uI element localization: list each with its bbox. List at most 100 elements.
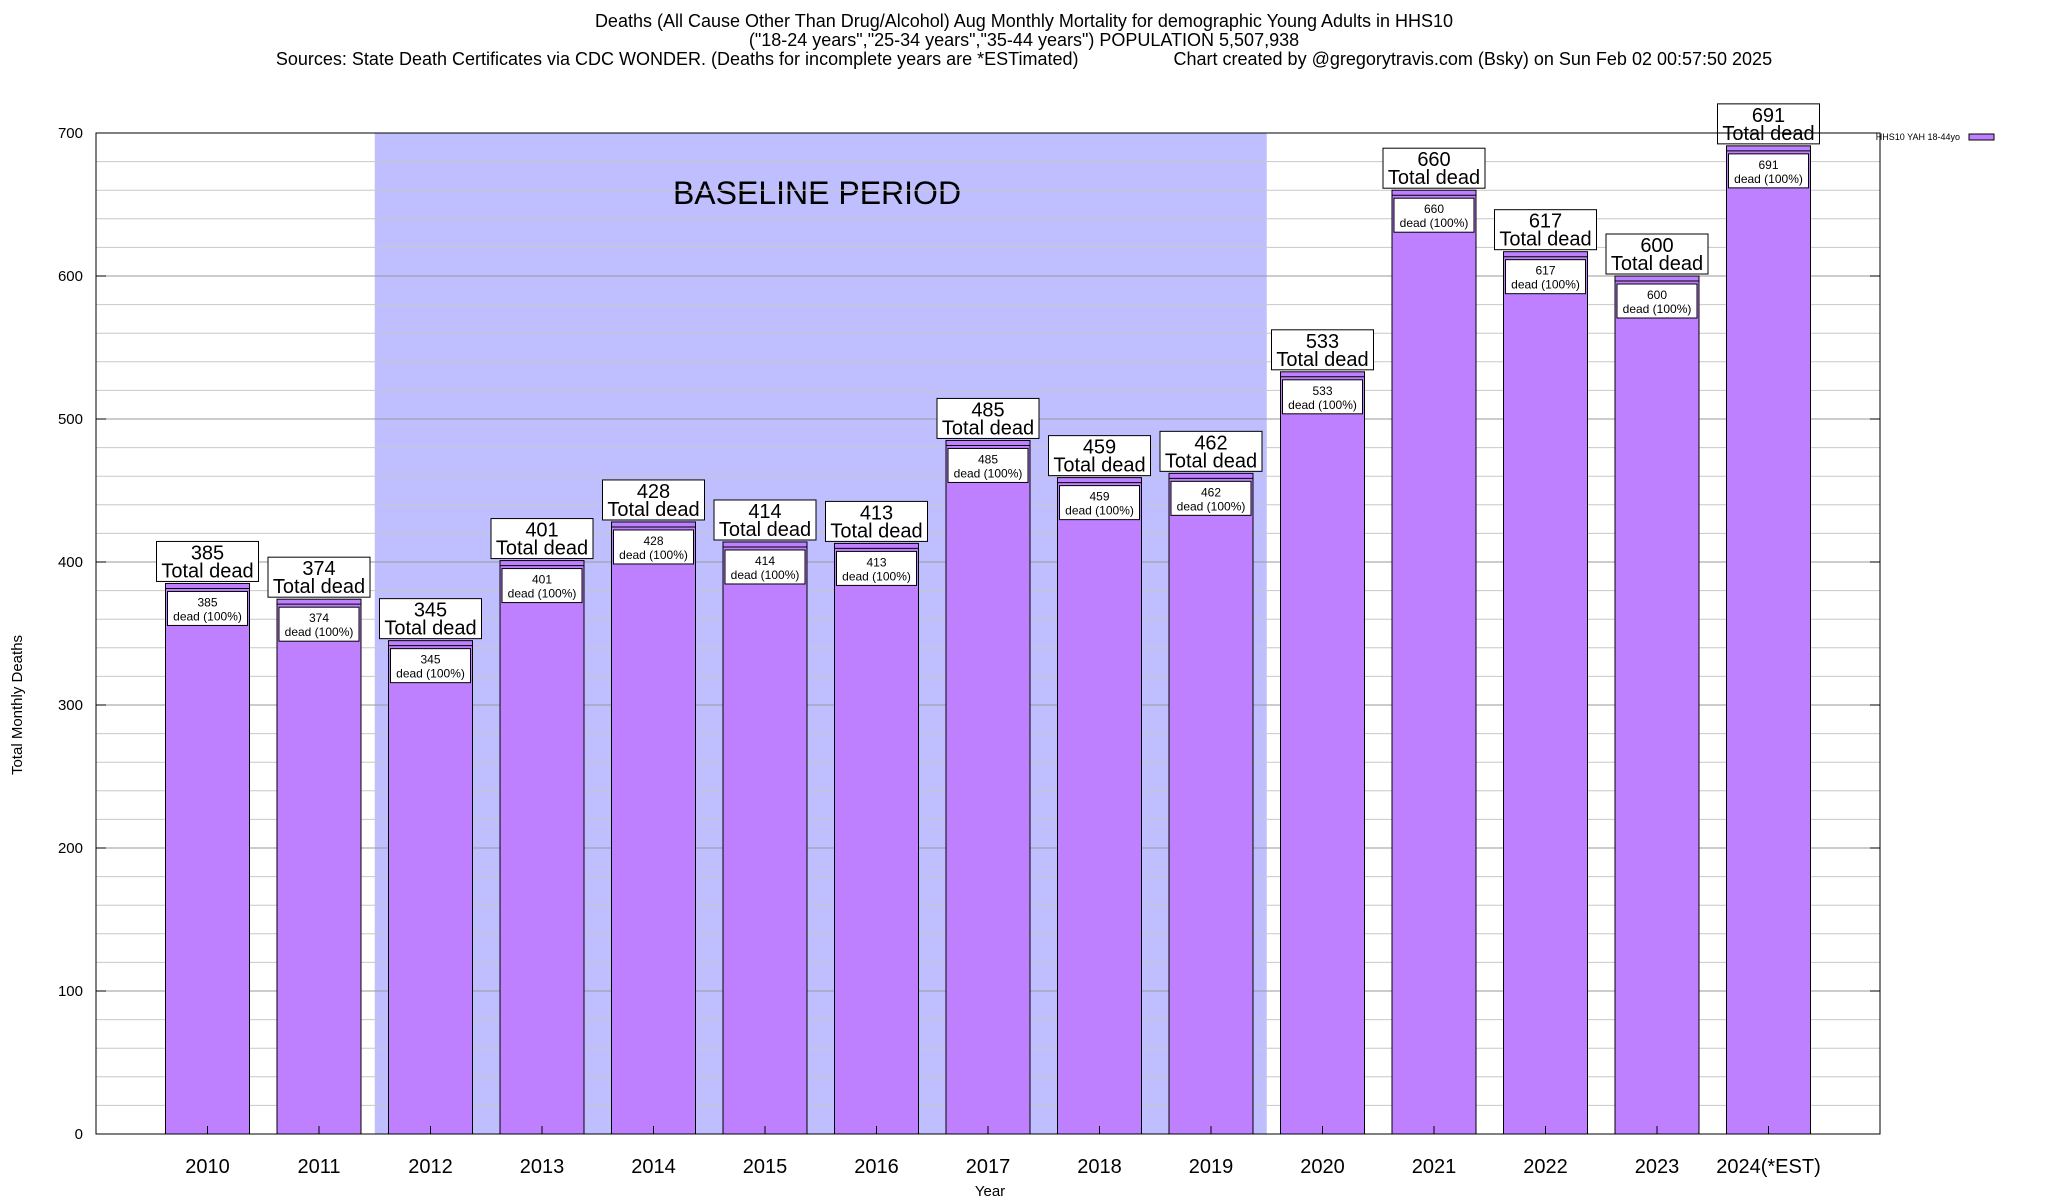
top-label-box (267, 556, 371, 598)
bar (1391, 189, 1477, 1135)
top-label-box (490, 518, 594, 560)
x-tick-label: 2012 (408, 1156, 453, 1178)
top-label-value: 533 (1306, 331, 1339, 353)
y-tick-label: 500 (58, 411, 83, 428)
inner-label-text: dead (100%) (173, 609, 242, 623)
inner-label-text: dead (100%) (508, 587, 577, 601)
bar (388, 640, 473, 1135)
title-line-2: ("18-24 years","25-34 years","35-44 year… (748, 30, 1300, 50)
inner-label-box (1728, 153, 1809, 189)
inner-label-text: dead (100%) (285, 625, 354, 639)
y-tick-label: 600 (58, 268, 83, 285)
top-label-value: 374 (302, 558, 335, 580)
x-tick-label: 2016 (854, 1156, 899, 1178)
top-label-value: 385 (191, 542, 224, 564)
inner-label-value: 385 (197, 595, 217, 609)
inner-label-text: dead (100%) (954, 466, 1023, 480)
inner-label-text: dead (100%) (1623, 302, 1692, 316)
bar (1726, 145, 1811, 1135)
bar (1503, 251, 1588, 1135)
top-label-value: 345 (414, 600, 447, 622)
inner-label-value: 617 (1535, 264, 1555, 278)
inner-label-box (1505, 259, 1586, 295)
top-label-value: 413 (860, 502, 893, 524)
x-tick-label: 2022 (1523, 1156, 1568, 1178)
top-label-box (1159, 430, 1263, 472)
inner-label-value: 691 (1758, 158, 1778, 172)
top-label-text: Total dead (1053, 455, 1145, 477)
top-label-text: Total dead (1276, 349, 1368, 371)
inner-label-text: dead (100%) (1065, 504, 1134, 518)
inner-label-box (390, 648, 471, 684)
top-label-box (936, 397, 1040, 439)
top-label-box (1494, 209, 1597, 251)
inner-label-box (1059, 485, 1140, 521)
top-label-value: 660 (1417, 149, 1450, 171)
x-axis-label: Year (975, 1183, 1005, 1200)
inner-label-box (724, 549, 806, 585)
x-tick-label: 2013 (520, 1156, 565, 1178)
bar (165, 582, 250, 1135)
bar (945, 439, 1031, 1135)
top-label-text: Total dead (1611, 253, 1703, 275)
inner-label-text: dead (100%) (731, 568, 800, 582)
inner-label-box (1170, 480, 1252, 516)
inner-label-box (836, 550, 917, 586)
y-tick-label: 400 (58, 554, 83, 571)
top-label-box (379, 598, 482, 640)
top-label-text: Total dead (273, 576, 365, 598)
top-label-value: 459 (1083, 437, 1116, 459)
top-label-box (1717, 103, 1820, 145)
inner-label-text: dead (100%) (396, 667, 465, 681)
inner-label-text: dead (100%) (1288, 398, 1357, 412)
top-label-box (1382, 147, 1486, 189)
x-tick-label: 2017 (966, 1156, 1011, 1178)
x-tick-label: 2020 (1300, 1156, 1345, 1178)
inner-label-text: dead (100%) (1734, 172, 1803, 186)
legend-label: HHS10 YAH 18-44yo (1876, 132, 1960, 142)
top-label-text: Total dead (161, 560, 253, 582)
inner-label-value: 600 (1647, 288, 1667, 302)
inner-label-text: dead (100%) (619, 548, 688, 562)
bar (834, 542, 919, 1135)
top-label-text: Total dead (496, 538, 588, 560)
inner-label-text: dead (100%) (1511, 278, 1580, 292)
bar (1168, 472, 1254, 1135)
y-tick-label: 200 (58, 840, 83, 857)
inner-label-text: dead (100%) (1177, 499, 1246, 513)
inner-label-value: 374 (309, 611, 329, 625)
bar (499, 560, 585, 1135)
x-tick-label: 2023 (1635, 1156, 1680, 1178)
top-label-text: Total dead (607, 499, 699, 521)
x-tick-label: 2014 (631, 1156, 676, 1178)
inner-label-value: 413 (866, 555, 886, 569)
top-label-text: Total dead (719, 519, 811, 541)
title-line-3: Sources: State Death Certificates via CD… (0, 50, 2048, 69)
y-tick-label: 700 (58, 125, 83, 142)
x-tick-label: 2019 (1189, 1156, 1234, 1178)
title-credit: Chart created by @gregorytravis.com (Bsk… (1173, 49, 1773, 69)
inner-label-text: dead (100%) (842, 569, 911, 583)
x-tick-label: 2024(*EST) (1716, 1156, 1821, 1178)
x-tick-label: 2010 (185, 1156, 230, 1178)
y-tick-label: 0 (75, 1126, 83, 1143)
top-label-text: Total dead (1388, 167, 1480, 189)
y-tick-label: 300 (58, 697, 83, 714)
x-tick-label: 2018 (1077, 1156, 1122, 1178)
baseline-period-label: BASELINE PERIOD (673, 175, 961, 211)
top-label-box (1048, 435, 1151, 477)
x-tick-label: 2015 (743, 1156, 788, 1178)
title-line-1: Deaths (All Cause Other Than Drug/Alcoho… (594, 11, 1454, 31)
top-label-text: Total dead (1499, 229, 1591, 251)
inner-label-value: 401 (532, 573, 552, 587)
top-label-text: Total dead (1165, 450, 1257, 472)
bar (722, 541, 808, 1135)
top-label-text: Total dead (830, 520, 922, 542)
legend-swatch (1968, 133, 1995, 141)
inner-label-box (1393, 197, 1475, 233)
top-label-box (825, 500, 928, 542)
inner-label-value: 459 (1089, 490, 1109, 504)
inner-label-text: dead (100%) (1400, 216, 1469, 230)
plot-frame (95, 132, 1881, 1135)
